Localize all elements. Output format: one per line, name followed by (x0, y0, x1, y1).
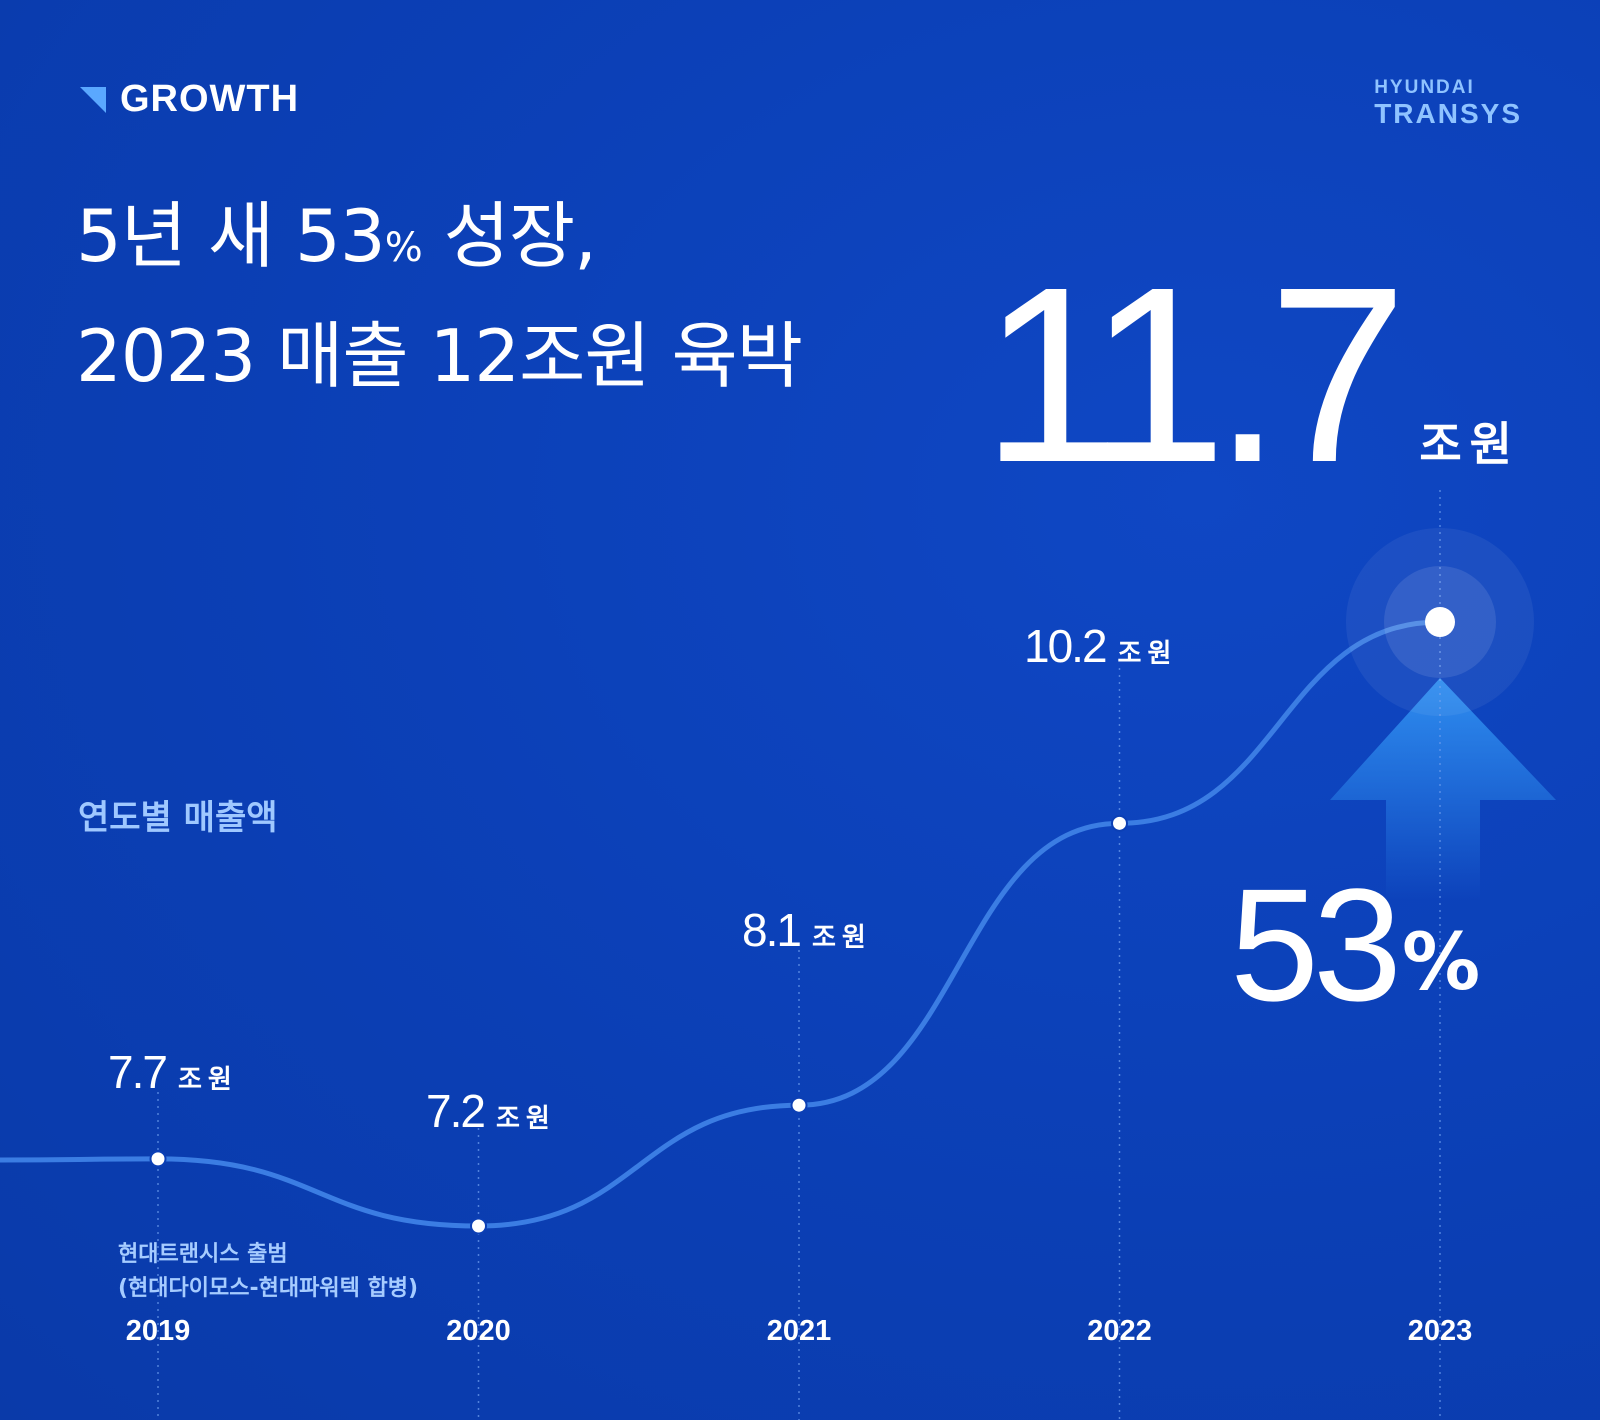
x-tick-label: 2019 (126, 1315, 191, 1347)
growth-unit: % (1401, 918, 1481, 1008)
footnote-line-1: 현대트랜시스 출범 (118, 1242, 288, 1267)
data-label: 10.2 조원 (1024, 620, 1177, 672)
title-line-2: 2023 매출 12조원 육박 (76, 314, 803, 398)
footnote-2019: 현대트랜시스 출범 (현대다이모스-현대파워텍 합병) (118, 1238, 418, 1306)
highlight-unit: 조원 (1419, 417, 1520, 471)
data-label: 7.7 조원 (108, 1046, 238, 1098)
footnote-line-2: (현대다이모스-현대파워텍 합병) (118, 1276, 419, 1301)
data-label-unit: 조원 (1118, 639, 1178, 669)
data-labels: 7.7 조원 7.2 조원 8.1 조원 10.2 조원 (108, 620, 1177, 1137)
title-line-1-post: 성장, (421, 194, 597, 278)
x-tick-label: 2020 (446, 1315, 511, 1347)
x-axis-labels: 2019 2020 2021 2022 2023 (126, 1315, 1473, 1347)
data-label-value: 10.2 (1024, 620, 1106, 672)
growth-percent: 53 % (1230, 855, 1481, 1034)
company-logo: HYUNDAI TRANSYS (1374, 78, 1522, 130)
guide-lines (157, 490, 1441, 1420)
logo-bottom-text: TRANSYS (1374, 98, 1522, 129)
corner-triangle-icon (80, 86, 106, 113)
data-label-value: 7.2 (426, 1085, 484, 1137)
data-points (149, 528, 1534, 1235)
series-line (0, 619, 1443, 1229)
logo-top-text: HYUNDAI (1374, 77, 1475, 98)
x-tick-label: 2022 (1087, 1315, 1152, 1347)
growth-arrow (1330, 678, 1556, 900)
highlight-value: 11.7 조원 (981, 235, 1520, 514)
data-point (1425, 607, 1455, 637)
x-tick-label: 2023 (1408, 1315, 1473, 1347)
data-point (149, 1150, 167, 1168)
highlight-number: 11.7 (981, 235, 1407, 514)
data-point (470, 1217, 487, 1235)
title-line-1: 5년 새 53% 성장, (76, 182, 802, 302)
x-tick-label: 2021 (767, 1315, 832, 1347)
data-label-value: 7.7 (108, 1046, 166, 1098)
data-label-value: 8.1 (742, 904, 800, 956)
page-title: 5년 새 53% 성장, 2023 매출 12조원 육박 (76, 182, 803, 410)
data-label-unit: 조원 (496, 1104, 556, 1134)
growth-arrow-head (1330, 678, 1556, 900)
title-line-1-pre: 5년 새 53 (76, 194, 386, 278)
section-tag-label: GROWTH (120, 78, 300, 120)
title-line-1-pct: % (384, 225, 423, 271)
data-label-unit: 조원 (178, 1065, 238, 1095)
data-label: 7.2 조원 (426, 1085, 556, 1137)
data-point (1111, 814, 1128, 832)
section-tag: GROWTH (80, 78, 299, 121)
growth-number: 53 (1230, 855, 1402, 1034)
data-point (790, 1096, 808, 1114)
data-label-unit: 조원 (812, 923, 872, 953)
series-line-path (0, 619, 1443, 1229)
chart-section-label: 연도별 매출액 (78, 798, 278, 838)
data-label: 8.1 조원 (742, 904, 872, 956)
